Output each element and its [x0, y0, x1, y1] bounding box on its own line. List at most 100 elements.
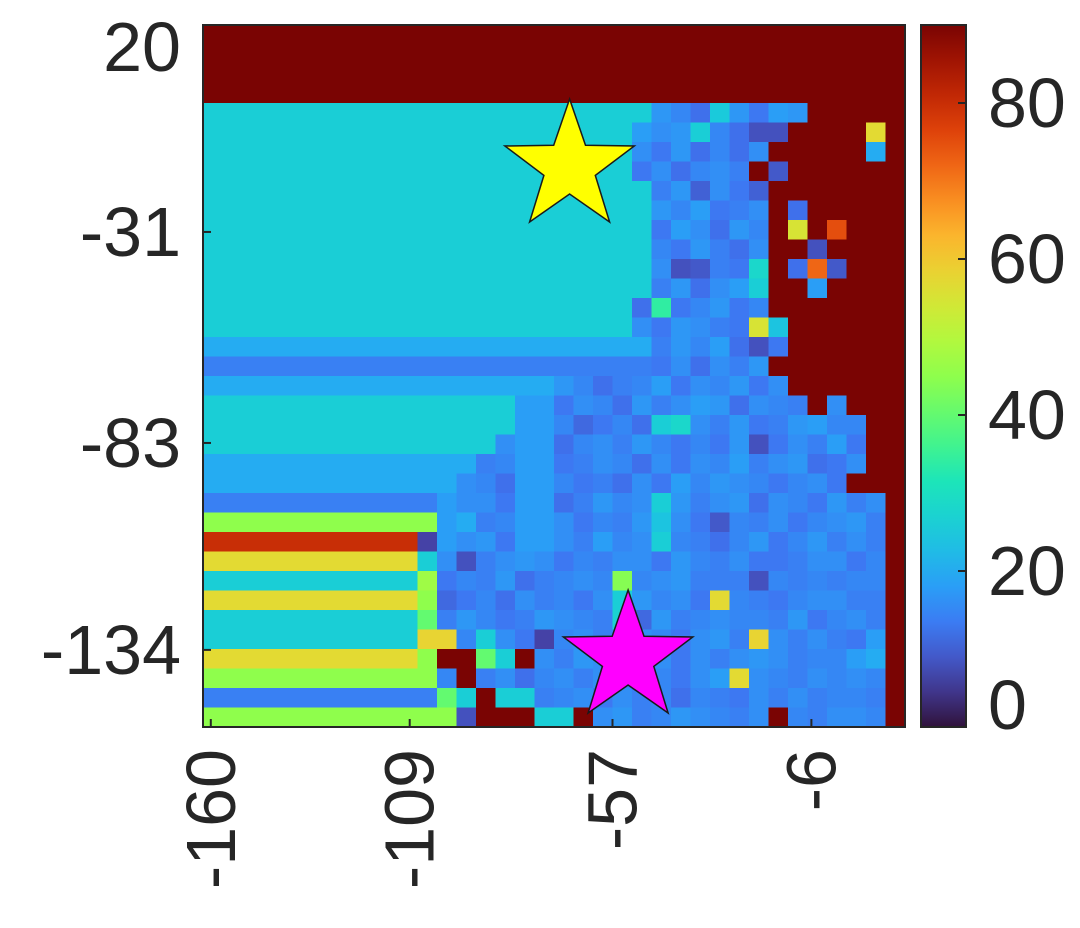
heatmap-cell	[359, 298, 380, 319]
heatmap-cell	[456, 122, 477, 143]
heatmap-cell	[846, 610, 867, 631]
heatmap-cell	[671, 707, 692, 728]
heatmap-cell	[710, 103, 731, 124]
heatmap-cell	[788, 415, 809, 436]
colorbar	[921, 25, 966, 727]
heatmap-cell	[710, 415, 731, 436]
heatmap-cell	[573, 259, 594, 280]
heatmap-cell	[671, 278, 692, 299]
heatmap-cell	[476, 259, 497, 280]
heatmap-cell	[261, 356, 282, 377]
heatmap-cell	[768, 707, 789, 728]
heatmap-cell	[300, 64, 321, 85]
heatmap-cell	[476, 610, 497, 631]
heatmap-cell	[281, 590, 302, 611]
heatmap-cell	[866, 161, 887, 182]
heatmap-cell	[690, 376, 711, 397]
heatmap-cell	[398, 376, 419, 397]
heatmap-cell	[554, 64, 575, 85]
heatmap-cell	[573, 512, 594, 533]
heatmap-cell	[222, 649, 243, 670]
heatmap-cell	[866, 668, 887, 689]
heatmap-cell	[359, 161, 380, 182]
heatmap-cell	[281, 25, 302, 46]
heatmap-cell	[515, 83, 536, 104]
heatmap-cell	[437, 259, 458, 280]
heatmap-cell	[281, 278, 302, 299]
heatmap-cell	[222, 200, 243, 221]
heatmap-cell	[261, 83, 282, 104]
heatmap-cell	[632, 44, 653, 65]
heatmap-cell	[690, 454, 711, 475]
heatmap-cell	[320, 122, 341, 143]
heatmap-cell	[827, 356, 848, 377]
heatmap-cell	[846, 688, 867, 709]
heatmap-cell	[495, 200, 516, 221]
heatmap-cell	[417, 239, 438, 260]
heatmap-cell	[339, 103, 360, 124]
heatmap-cell	[710, 142, 731, 163]
heatmap-cell	[710, 298, 731, 319]
heatmap-cell	[866, 707, 887, 728]
heatmap-cell	[398, 532, 419, 553]
heatmap-cell	[534, 317, 555, 338]
heatmap-cell	[846, 142, 867, 163]
heatmap-cell	[515, 317, 536, 338]
heatmap-cell	[729, 83, 750, 104]
heatmap-cell	[807, 610, 828, 631]
heatmap-cell	[476, 668, 497, 689]
heatmap-cell	[651, 161, 672, 182]
heatmap-cell	[359, 200, 380, 221]
heatmap-cell	[203, 571, 224, 592]
heatmap-cell	[768, 376, 789, 397]
heatmap-cell	[710, 83, 731, 104]
heatmap-cell	[807, 512, 828, 533]
heatmap-cell	[495, 571, 516, 592]
heatmap-cell	[359, 278, 380, 299]
heatmap-cell	[846, 415, 867, 436]
heatmap-cell	[593, 395, 614, 416]
heatmap-cell	[807, 415, 828, 436]
heatmap-cell	[534, 688, 555, 709]
heatmap-cell	[320, 200, 341, 221]
heatmap-cell	[632, 122, 653, 143]
heatmap-cell	[437, 161, 458, 182]
heatmap-cell	[203, 551, 224, 572]
heatmap-cell	[261, 668, 282, 689]
heatmap-cell	[788, 454, 809, 475]
y-axis-ticks: 20 -31 -83 -134	[41, 8, 211, 689]
heatmap-cell	[671, 161, 692, 182]
heatmap-cell	[729, 493, 750, 514]
heatmap-cell	[320, 688, 341, 709]
heatmap-cell	[651, 571, 672, 592]
heatmap-cell	[768, 317, 789, 338]
heatmap-cell	[261, 239, 282, 260]
heatmap-cell	[885, 337, 906, 358]
colorbar-ticks: 0 20 40 60 80	[958, 64, 1066, 744]
heatmap-cell	[554, 44, 575, 65]
heatmap-cell	[515, 376, 536, 397]
heatmap-cell	[495, 239, 516, 260]
heatmap-cell	[729, 142, 750, 163]
heatmap-cell	[729, 259, 750, 280]
heatmap-cell	[495, 415, 516, 436]
heatmap-cell	[203, 64, 224, 85]
heatmap-cell	[729, 278, 750, 299]
heatmap-cell	[866, 337, 887, 358]
heatmap-cell	[807, 571, 828, 592]
heatmap-cell	[885, 434, 906, 455]
heatmap-cell	[320, 278, 341, 299]
heatmap-cell	[339, 629, 360, 650]
heatmap-cell	[261, 434, 282, 455]
heatmap-cell	[612, 122, 633, 143]
heatmap-cell	[203, 103, 224, 124]
heatmap-cell	[846, 337, 867, 358]
heatmap-cell	[573, 415, 594, 436]
heatmap-cell	[456, 376, 477, 397]
heatmap-cell	[671, 610, 692, 631]
heatmap-cell	[476, 298, 497, 319]
heatmap-cell	[437, 83, 458, 104]
heatmap-cell	[846, 590, 867, 611]
heatmap-cell	[300, 200, 321, 221]
heatmap-cell	[612, 512, 633, 533]
